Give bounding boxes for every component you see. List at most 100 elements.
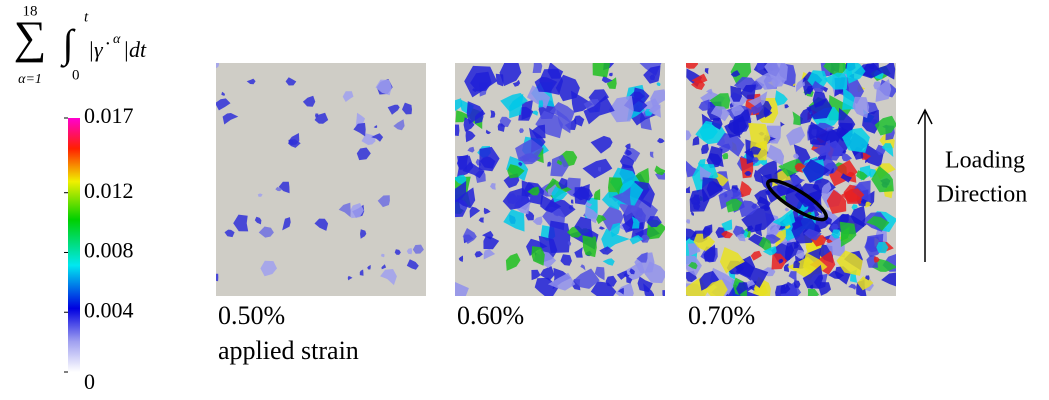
strain-patch	[686, 186, 691, 194]
strain-patch	[260, 260, 277, 277]
strain-patch	[809, 284, 814, 289]
strain-patch	[512, 79, 521, 87]
strain-field	[455, 63, 665, 296]
strain-patch	[876, 241, 889, 254]
strain-patch	[625, 149, 632, 156]
strain-patch	[775, 90, 788, 106]
strain-patch	[314, 218, 329, 231]
strain-patch	[698, 99, 711, 111]
strain-patch	[806, 98, 833, 120]
strain-patch	[222, 113, 239, 125]
strain-patch	[625, 143, 631, 149]
strain-patch	[483, 207, 491, 215]
strain-patch	[830, 223, 839, 231]
strain-patch	[794, 280, 801, 288]
strain-patch	[285, 77, 297, 86]
strain-patch	[527, 85, 551, 109]
strain-patch	[556, 109, 571, 134]
strain-patch	[598, 226, 605, 230]
strain-patch	[701, 177, 723, 203]
strain-patch	[836, 250, 863, 276]
strain-patch	[819, 282, 831, 296]
strain-patch	[601, 75, 613, 83]
strain-patch	[373, 125, 378, 128]
panel-label: 0.50%	[218, 301, 285, 330]
strain-patch	[793, 153, 799, 160]
strain-patch	[736, 282, 749, 296]
strain-patch	[617, 287, 624, 295]
strain-patch	[216, 98, 231, 111]
strain-patch	[465, 129, 476, 143]
strain-patch	[839, 221, 857, 247]
strain-patch	[583, 95, 615, 125]
strain-patch	[490, 110, 496, 118]
strain-patch	[377, 195, 390, 208]
strain-patch	[278, 181, 290, 194]
strain-patch	[574, 247, 583, 258]
strain-patch	[775, 229, 786, 248]
strain-patch	[750, 146, 762, 155]
strain-patch	[574, 115, 585, 127]
strain-patch	[752, 157, 759, 163]
strain-patch	[527, 186, 540, 196]
strain-patch	[615, 282, 634, 296]
colorbar	[68, 118, 80, 372]
strain-patch	[570, 199, 574, 204]
strain-patch	[760, 159, 768, 166]
colorbar-tick-label: 0.012	[84, 178, 134, 203]
strain-patch	[455, 110, 470, 123]
strain-patch	[771, 75, 786, 88]
strain-patch	[500, 93, 528, 112]
strain-patch	[629, 268, 635, 275]
strain-patch	[497, 123, 505, 132]
strain-patch	[455, 124, 460, 136]
strain-patch	[711, 118, 723, 130]
strain-patch	[455, 98, 463, 112]
strain-patch	[686, 63, 699, 69]
strain-patch	[852, 96, 870, 119]
strain-patch	[730, 70, 741, 77]
strain-patch	[807, 288, 820, 296]
strain-patch	[765, 185, 795, 203]
strain-patch	[875, 79, 892, 102]
strain-patch	[582, 158, 613, 179]
strain-patch	[556, 159, 563, 166]
strain-patch	[350, 203, 364, 219]
panel	[216, 63, 426, 296]
colorbar-tick-label: 0.004	[84, 297, 134, 322]
strain-patch	[793, 242, 799, 249]
strain-patch	[736, 265, 744, 271]
strain-patch	[784, 104, 789, 109]
strain-patch	[721, 219, 733, 232]
strain-patch	[469, 206, 481, 219]
strain-patch	[596, 214, 607, 225]
strain-patch	[275, 186, 283, 192]
strain-patch	[807, 70, 828, 89]
strain-patch	[691, 211, 694, 216]
strain-patch	[606, 77, 617, 89]
strain-patch	[550, 154, 569, 177]
strain-patch	[402, 102, 412, 115]
strain-patch	[551, 186, 568, 203]
strain-patch	[841, 188, 865, 203]
strain-patch	[699, 123, 718, 142]
strain-patch	[455, 281, 469, 296]
strain-patch	[705, 279, 728, 296]
strain-patch	[784, 207, 790, 212]
strain-patch	[531, 269, 541, 281]
strain-patch	[764, 63, 788, 81]
strain-patch	[751, 101, 764, 115]
strain-patch	[221, 91, 225, 96]
strain-patch	[828, 160, 858, 187]
strain-patch	[302, 95, 316, 107]
sum-symbol: ∑	[14, 12, 47, 63]
strain-patch	[740, 180, 752, 198]
strain-patch	[380, 269, 397, 286]
strain-patch	[657, 138, 665, 144]
strain-patch	[475, 109, 484, 124]
strain-patch	[763, 106, 773, 118]
strain-patch	[353, 122, 366, 137]
strain-patch	[662, 290, 665, 296]
strain-patch	[380, 253, 385, 258]
strain-patch	[824, 72, 848, 90]
